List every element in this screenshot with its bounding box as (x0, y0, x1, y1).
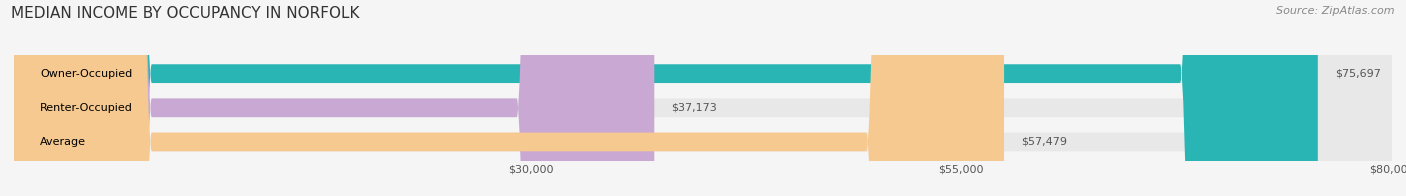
Text: Owner-Occupied: Owner-Occupied (39, 69, 132, 79)
FancyBboxPatch shape (14, 0, 1317, 196)
Text: Renter-Occupied: Renter-Occupied (39, 103, 132, 113)
Text: Average: Average (39, 137, 86, 147)
Text: $37,173: $37,173 (672, 103, 717, 113)
FancyBboxPatch shape (14, 0, 1392, 196)
FancyBboxPatch shape (14, 0, 1392, 196)
FancyBboxPatch shape (14, 0, 1392, 196)
Text: Source: ZipAtlas.com: Source: ZipAtlas.com (1277, 6, 1395, 16)
Text: MEDIAN INCOME BY OCCUPANCY IN NORFOLK: MEDIAN INCOME BY OCCUPANCY IN NORFOLK (11, 6, 360, 21)
FancyBboxPatch shape (14, 0, 1004, 196)
FancyBboxPatch shape (14, 0, 654, 196)
Text: $57,479: $57,479 (1021, 137, 1067, 147)
Text: $75,697: $75,697 (1336, 69, 1381, 79)
